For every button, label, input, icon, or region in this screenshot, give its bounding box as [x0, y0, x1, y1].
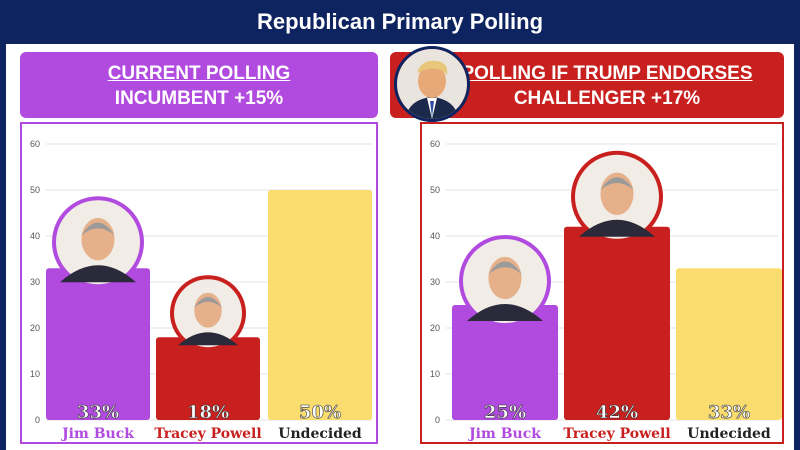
bar-jim-buck — [452, 305, 558, 420]
current-polling-banner: CURRENT POLLING INCUMBENT +15% — [20, 52, 378, 118]
x-category-label: Undecided — [278, 426, 362, 442]
challenger-margin: CHALLENGER +17% — [513, 88, 701, 109]
endorse-tracey-powell-portrait-icon — [571, 150, 663, 243]
y-tick-label: 40 — [430, 231, 440, 241]
content-frame: CURRENT POLLING INCUMBENT +15% POLLING I… — [6, 44, 794, 450]
y-tick-label: 60 — [430, 139, 440, 149]
x-category-label: Jim Buck — [60, 426, 134, 442]
bar-value-label: 33% — [708, 402, 750, 423]
y-tick-label: 60 — [30, 139, 40, 149]
current-polling-svg: 0 10 20 30 40 50 60 33% Jim Buck 18% Tracey Powell… — [30, 139, 372, 442]
bar-value-label: 42% — [596, 402, 638, 423]
y-tick-label: 10 — [430, 369, 440, 379]
bar-tracey-powell — [564, 226, 670, 420]
bar-value-label: 50% — [299, 402, 341, 423]
page-title: Republican Primary Polling — [256, 9, 544, 34]
current-jim-buck-portrait-icon — [52, 196, 144, 289]
x-category-label: Jim Buck — [467, 426, 541, 442]
trump-portrait-icon — [394, 46, 470, 122]
trump-endorses-chart: 0 10 20 30 40 50 60 25% Jim Buck 42% Tracey Powell… — [420, 122, 784, 444]
current-tracey-powell-portrait-icon — [170, 275, 246, 352]
y-tick-label: 30 — [430, 277, 440, 287]
bar-tracey-powell — [156, 337, 260, 420]
x-category-label: Undecided — [687, 426, 771, 442]
incumbent-margin: INCUMBENT +15% — [114, 88, 284, 109]
y-tick-label: 20 — [30, 323, 40, 333]
y-tick-label: 40 — [30, 231, 40, 241]
endorse-jim-buck-portrait-icon — [459, 235, 551, 327]
trump-endorses-svg: 0 10 20 30 40 50 60 25% Jim Buck 42% Tracey Powell… — [430, 139, 782, 442]
y-tick-label: 0 — [35, 415, 40, 425]
y-tick-label: 50 — [30, 185, 40, 195]
bar-undecided — [268, 190, 372, 420]
y-tick-label: 0 — [435, 415, 440, 425]
bar-value-label: 25% — [484, 402, 526, 423]
y-tick-label: 10 — [30, 369, 40, 379]
y-tick-label: 30 — [30, 277, 40, 287]
current-polling-heading: CURRENT POLLING — [107, 63, 291, 84]
bar-jim-buck — [46, 268, 150, 420]
bar-value-label: 18% — [187, 402, 229, 423]
x-category-label: Tracey Powell — [154, 426, 261, 442]
trump-endorses-heading: POLLING IF TRUMP ENDORSES — [461, 63, 753, 84]
current-polling-chart: 0 10 20 30 40 50 60 33% Jim Buck 18% Tracey Powell… — [20, 122, 378, 444]
bar-undecided — [676, 268, 782, 420]
y-tick-label: 20 — [430, 323, 440, 333]
y-tick-label: 50 — [430, 185, 440, 195]
bar-value-label: 33% — [77, 402, 119, 423]
x-category-label: Tracey Powell — [563, 426, 670, 442]
